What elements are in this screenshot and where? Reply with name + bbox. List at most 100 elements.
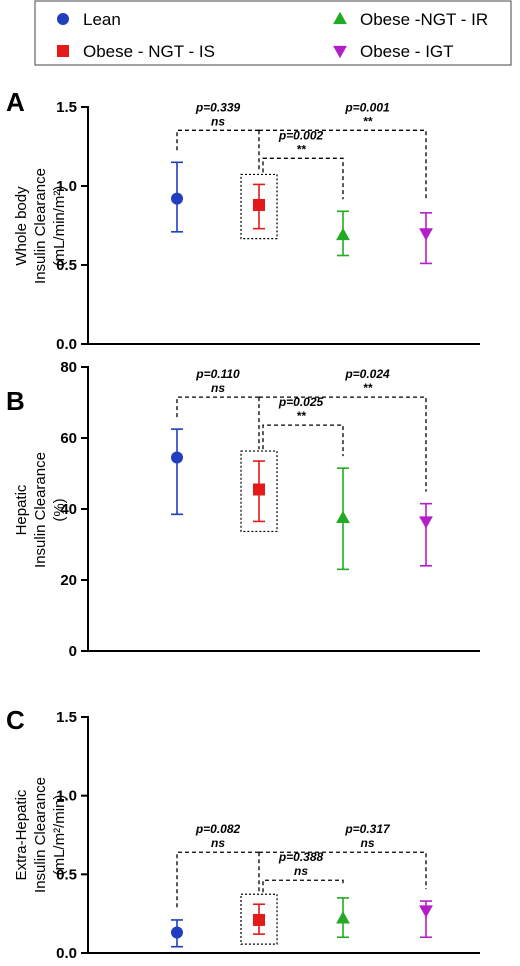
bracket-line	[262, 879, 344, 893]
legend-label: Obese - NGT - IS	[83, 42, 215, 61]
legend-label: Obese -NGT - IR	[360, 10, 488, 29]
y-axis-label-line: (mL/min/m²)	[51, 186, 68, 267]
y-tick-label: 0.5	[56, 866, 77, 883]
significance-label: ns	[211, 381, 225, 395]
p-value-label: p=0.025	[278, 395, 324, 409]
p-value-label: p=0.082	[195, 822, 241, 836]
data-point-marker	[253, 913, 265, 926]
data-point-group	[336, 210, 350, 257]
y-tick-label: 0.5	[56, 257, 77, 274]
data-point-group	[419, 900, 433, 939]
comparison-bracket: p=0.001**	[259, 100, 427, 201]
data-point-marker	[171, 926, 183, 939]
data-point-marker	[419, 228, 433, 241]
panel-letter: A	[6, 87, 25, 117]
y-axis-label: Whole body Insulin Clearance (mL/min/m²)	[13, 168, 68, 284]
data-point-marker	[419, 516, 433, 529]
panel-B: B 0 20 40 60 80 Hepatic Insulin Clearance (%) p=0…	[6, 359, 480, 660]
legend-marker-triangle-down	[333, 45, 347, 59]
data-point-group	[336, 897, 350, 939]
legend-frame	[34, 0, 512, 66]
significance-label: ns	[211, 114, 225, 128]
p-value-label: p=0.110	[195, 367, 240, 381]
y-axis-label-line: Hepatic	[13, 484, 30, 535]
significance-label: **	[296, 409, 307, 423]
legend: Lean Obese - NGT - IS Obese -NGT - IR Obese…	[34, 0, 512, 66]
legend-item: Obese - IGT	[333, 42, 454, 61]
bracket-line	[176, 851, 259, 908]
data-point-group	[171, 161, 183, 233]
y-tick-label: 60	[60, 430, 77, 447]
y-tick-label: 40	[60, 501, 77, 518]
p-value-label: p=0.388	[278, 850, 324, 864]
y-axis-label-line: Insulin Clearance	[32, 452, 49, 568]
p-value-label: p=0.317	[344, 822, 391, 836]
legend-label: Obese - IGT	[360, 42, 454, 61]
significance-label: ns	[294, 864, 308, 878]
bracket-line	[176, 396, 259, 418]
panel-letter: C	[6, 705, 25, 735]
legend-item: Lean	[57, 10, 121, 29]
legend-marker-square	[57, 45, 69, 57]
bracket-line	[262, 424, 344, 457]
y-tick-label: 0.0	[56, 945, 77, 962]
panel-C: C 0.0 0.5 1.0 1.5 Extra-Hepatic Insulin Cleara…	[6, 705, 480, 962]
data-point-group	[336, 467, 350, 571]
y-tick-label: 0	[69, 643, 77, 660]
significance-label: ns	[360, 836, 374, 850]
data-point-marker	[253, 483, 265, 496]
highlight-box	[240, 893, 278, 945]
data-point-group	[171, 428, 183, 516]
y-tick-label: 0.0	[56, 336, 77, 353]
data-point-group	[253, 183, 265, 230]
data-point-marker	[336, 911, 350, 924]
comparison-bracket: p=0.002**	[262, 128, 344, 200]
significance-label: ns	[211, 836, 225, 850]
panel-letter: B	[6, 386, 25, 416]
y-axis-label-line: (mL/m²/min)	[51, 795, 68, 876]
y-axis-label-line: Insulin Clearance	[32, 777, 49, 893]
p-value-label: p=0.024	[344, 367, 390, 381]
data-point-marker	[171, 192, 183, 205]
y-tick-label: 1.5	[56, 99, 77, 116]
data-point-marker	[419, 905, 433, 918]
data-point-group	[253, 460, 265, 523]
highlight-box	[240, 450, 278, 533]
legend-label: Lean	[83, 10, 121, 29]
y-axis-label: Hepatic Insulin Clearance (%)	[13, 452, 68, 568]
p-value-label: p=0.001	[344, 100, 390, 114]
data-point-group	[171, 919, 183, 948]
legend-item: Obese - NGT - IS	[57, 42, 215, 61]
comparison-bracket: p=0.024**	[259, 367, 427, 492]
data-point-marker	[171, 451, 183, 464]
significance-label: **	[363, 114, 374, 128]
p-value-label: p=0.339	[195, 100, 241, 114]
y-axis-label-line: Extra-Hepatic	[13, 789, 30, 880]
y-tick-label: 1.0	[56, 178, 77, 195]
data-point-group	[419, 502, 433, 567]
y-axis-label: Extra-Hepatic Insulin Clearance (mL/m²/min…	[13, 777, 68, 893]
bracket-line	[259, 851, 427, 890]
significance-label: **	[363, 381, 374, 395]
panel-A: A 0.0 0.5 1.0 1.5 Whole body Insulin Clearance…	[6, 87, 480, 353]
bracket-line	[262, 157, 344, 200]
comparison-bracket: p=0.025**	[262, 395, 344, 457]
data-point-marker	[253, 198, 265, 211]
y-tick-label: 1.0	[56, 788, 77, 805]
y-axis-label-line: (%)	[51, 498, 68, 521]
y-axis-label-line: Whole body	[13, 186, 30, 266]
data-point-group	[253, 903, 265, 935]
p-value-label: p=0.002	[278, 128, 324, 142]
data-point-marker	[336, 510, 350, 523]
legend-item: Obese -NGT - IR	[333, 10, 488, 29]
highlight-box	[240, 173, 278, 240]
y-axis-label-line: Insulin Clearance	[32, 168, 49, 284]
y-tick-label: 80	[60, 359, 77, 376]
y-tick-label: 20	[60, 572, 77, 589]
